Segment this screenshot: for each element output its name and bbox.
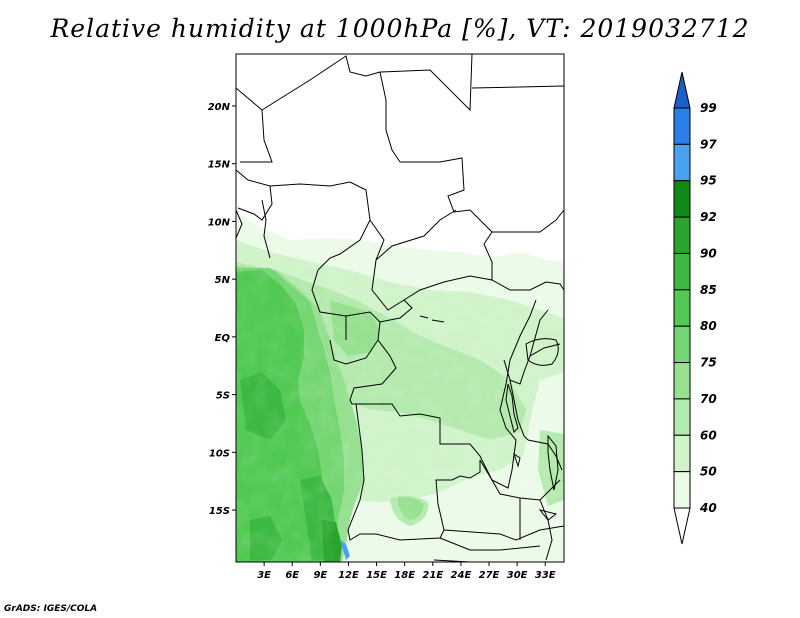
colorbar-segment — [673, 362, 691, 400]
colorbar-label: 40 — [699, 501, 717, 515]
colorbar: 99 97 95 92 90 85 80 75 70 60 50 40 — [673, 71, 717, 545]
colorbar-label: 80 — [700, 319, 717, 333]
colorbar-label: 95 — [700, 174, 717, 188]
lat-tick-label: 15N — [208, 160, 231, 171]
lon-tick-label: 12E — [338, 570, 359, 581]
lon-tick-label: 15E — [366, 570, 387, 581]
footer-credit: GrADS: IGES/COLA — [4, 604, 98, 614]
lat-tick-label: 15S — [209, 506, 230, 517]
lon-tick-label: 9E — [313, 570, 327, 581]
colorbar-segment — [673, 434, 691, 473]
colorbar-segment — [673, 398, 691, 436]
lon-tick-label: 33E — [535, 570, 556, 581]
colorbar-label: 99 — [700, 101, 717, 115]
colorbar-segment — [673, 471, 691, 509]
colorbar-segment — [673, 143, 691, 182]
colorbar-segment — [673, 325, 691, 364]
colorbar-label: 85 — [700, 283, 717, 297]
lon-tick-label: 24E — [451, 570, 472, 581]
colorbar-segment — [673, 180, 691, 218]
lat-tick-label: EQ — [215, 333, 231, 344]
colorbar-label: 50 — [700, 465, 717, 479]
colorbar-top-arrow — [673, 71, 691, 109]
map-frame — [235, 53, 565, 563]
lon-tick-label: 30E — [507, 570, 528, 581]
colorbar-label: 90 — [700, 246, 717, 260]
latitude-axis: 20N 15N 10N 5N EQ 5S 10S 15S — [208, 102, 236, 517]
lakes — [419, 315, 559, 521]
lon-tick-label: 18E — [394, 570, 415, 581]
lon-tick-label: 3E — [257, 570, 271, 581]
colorbar-bottom-arrow — [673, 507, 691, 545]
colorbar-label: 60 — [700, 428, 717, 442]
lat-tick-label: 10S — [209, 448, 230, 459]
lat-tick-label: 5S — [216, 391, 230, 402]
colorbar-segment — [673, 289, 691, 327]
lat-tick-label: 20N — [208, 102, 231, 113]
longitude-axis: 3E 6E 9E 12E 15E 18E 21E 24E 27E 30E 33E — [257, 562, 556, 581]
colorbar-label: 92 — [700, 210, 717, 224]
lon-tick-label: 6E — [285, 570, 299, 581]
lat-tick-label: 5N — [215, 275, 231, 286]
colorbar-label: 75 — [700, 356, 717, 370]
colorbar-label: 97 — [700, 137, 717, 151]
map-title: Relative humidity at 1000hPa [%], VT: 20… — [50, 14, 750, 43]
lon-tick-label: 21E — [422, 570, 443, 581]
country-borders — [236, 54, 564, 562]
colorbar-segment — [673, 252, 691, 291]
colorbar-label: 70 — [700, 392, 717, 406]
colorbar-segment — [673, 216, 691, 254]
colorbar-segment — [673, 107, 691, 145]
lat-tick-label: 10N — [208, 217, 231, 228]
lon-tick-label: 27E — [479, 570, 500, 581]
humidity-field — [236, 54, 564, 562]
